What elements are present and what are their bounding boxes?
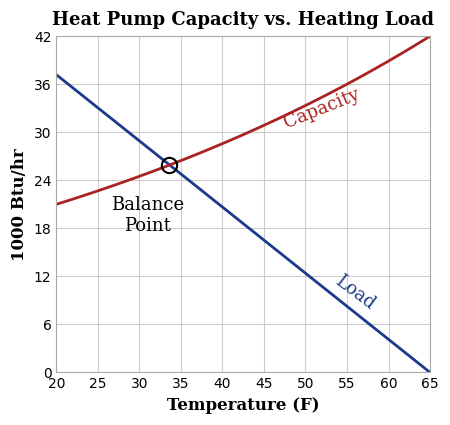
Text: Balance
Point: Balance Point <box>111 196 184 235</box>
Text: Load: Load <box>332 272 378 313</box>
X-axis label: Temperature (F): Temperature (F) <box>167 397 320 414</box>
Title: Heat Pump Capacity vs. Heating Load: Heat Pump Capacity vs. Heating Load <box>52 11 434 29</box>
Y-axis label: 1000 Btu/hr: 1000 Btu/hr <box>11 148 28 261</box>
Text: Capacity: Capacity <box>282 85 363 132</box>
